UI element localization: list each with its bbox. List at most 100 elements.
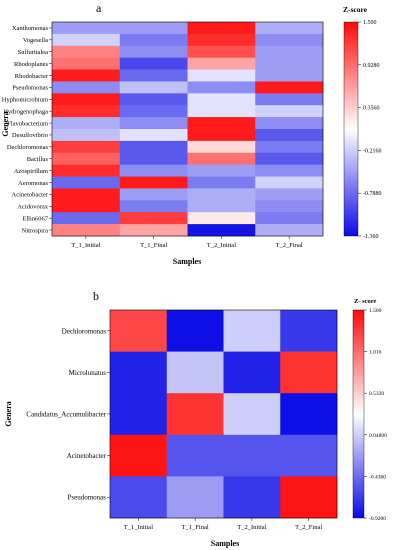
heatmap-cell-microlunatus-t-1-final [166,351,224,394]
row-label-bacillus: Bacillus [27,156,49,163]
colorbar-tick-label: 1.016 [369,350,382,356]
panel-b-colorbar-title: Z- score [354,298,377,305]
heatmap-cell-acidovorax-t-1-initial [52,200,121,213]
column-label-t-2-final: T_2_Final [276,242,303,249]
heatmap-cell-bacillus-t-1-final [119,152,188,165]
heatmap-cell-aeromonas-t-2-final [255,176,324,189]
heatmap-cell-acinetobacter-t-2-final [255,188,324,201]
column-label-t-2-final: T_2_Final [295,524,322,531]
colorbar-tick-label: -0.7880 [363,191,382,197]
heatmap-cell-pseudomonas-t-2-initial [187,81,256,94]
heatmap-cell-desulfovibrio-t-1-initial [52,129,121,142]
row-label-desulfovibrio: Desulfovibrio [12,132,48,139]
heatmap-cell-bacillus-t-2-initial [187,152,256,165]
colorbar-tick-label: 0.5320 [369,391,384,397]
heatmap-cell-dechloromonas-t-2-initial [187,140,256,154]
panel-b-colorbar [352,309,365,519]
panel-a-label: a [96,1,102,15]
heatmap-cell-microlunatus-t-2-initial [223,351,281,394]
heatmap-panel-b: b Dechloromonas Microlunatus Candidatus_Ac… [4,289,387,548]
row-label-xanthomonas: Xanthomonas [12,25,49,32]
heatmap-cell-hyphomicrobium-t-2-initial [187,93,256,106]
heatmap-cell-acinetobacter-t-1-final [166,434,224,477]
heatmap-cell-vogesella-t-2-initial [187,33,256,47]
heatmap-cell-hyphomicrobium-t-1-initial [52,93,121,106]
row-label-rhodobacter: Rhodobacter [15,73,49,80]
heatmap-cell-aeromonas-t-1-initial [52,176,121,189]
row-label-dechloromonas: Dechloromonas [62,327,107,335]
panel-a-frame [51,21,324,237]
heatmap-cell-desulfovibrio-t-1-final [119,129,188,142]
heatmap-cell-sulfuritalea-t-2-final [255,45,324,58]
heatmap-cell-acinetobacter-t-2-initial [223,434,281,477]
panel-b-cells [110,310,338,519]
heatmap-cell-rhodoplanes-t-1-final [119,57,188,70]
column-label-t-1-initial: T_1_Initial [71,242,100,249]
panel-a-colorbar-ticks: 1.500 0.9280 0.3560 -0.2160 -0.7880 -1.360 [358,20,382,240]
heatmap-cell-dechloromonas-t-1-final [119,140,188,154]
panel-a-cells [52,22,324,237]
heatmap-cell-acidovorax-t-2-initial [187,200,256,213]
heatmap-cell-candidatus-accumulibacter-t-1-final [166,393,224,436]
row-label-vogesella: Vogesella [23,37,48,44]
heatmap-cell-nitrospira-t-1-final [119,224,188,237]
row-label-microlunatus: Microlunatus [69,369,107,377]
row-label-nitrospira: Nitrospira [22,227,48,234]
heatmap-cell-candidatus-accumulibacter-t-2-initial [223,393,281,436]
panel-a-ylabel: Genera [1,111,10,136]
heatmap-cell-xanthomonas-t-2-initial [187,22,256,35]
heatmap-cell-pseudomonas-t-1-final [166,476,224,519]
heatmap-cell-aeromonas-t-2-initial [187,176,256,189]
heatmap-cell-desulfovibrio-t-2-final [255,129,324,142]
colorbar-tick-label: -1.360 [363,234,379,240]
heatmap-cell-bacillus-t-2-final [255,152,324,165]
heatmap-cell-desulfovibrio-t-2-initial [187,129,256,142]
heatmap-cell-pseudomonas-t-2-final [255,81,324,94]
row-label-sulfuritalea: Sulfuritalea [18,49,48,56]
heatmap-cell-ellin6067-t-2-initial [187,212,256,225]
panel-a-xlabel: Samples [173,257,201,266]
heatmap-cell-dechloromonas-t-2-final [280,310,338,352]
heatmap-cell-bacillus-t-1-initial [52,152,121,165]
heatmap-cell-dechloromonas-t-1-final [166,310,224,352]
heatmap-cell-hydrogenophaga-t-1-initial [52,105,121,118]
panel-a-column-labels: T_1_Initial T_1_Final T_2_Initial T_2_Final [71,236,303,249]
colorbar-tick-label: 1.500 [363,20,377,26]
row-label-acidovorax: Acidovorax [17,204,48,211]
colorbar-tick-label: -0.2160 [363,148,382,154]
row-label-candidatus-accumulibacter: Candidatus_Accumulibacter [26,410,106,418]
column-label-t-1-final: T_1_Final [140,242,167,249]
heatmap-cell-hyphomicrobium-t-1-final [119,93,188,106]
heatmap-cell-xanthomonas-t-1-initial [52,22,121,35]
panel-b-label: b [93,289,99,303]
panel-a-colorbar-title: Z-score [343,5,368,14]
heatmap-cell-vogesella-t-1-initial [52,33,121,47]
heatmap-cell-rhodobacter-t-1-final [119,69,188,82]
heatmap-cell-dechloromonas-t-2-initial [223,310,281,352]
heatmap-cell-microlunatus-t-1-initial [110,351,168,394]
row-label-hydrogenophaga: Hydrogenophaga [3,108,48,115]
panel-b-row-labels: Dechloromonas Microlunatus Candidatus_Accu… [26,327,110,502]
heatmap-cell-sulfuritalea-t-2-initial [187,45,256,58]
colorbar-tick-label: 0.04800 [369,433,387,439]
heatmap-cell-azospirillum-t-1-final [119,164,188,177]
heatmap-cell-hydrogenophaga-t-2-initial [187,105,256,118]
column-label-t-2-initial: T_2_Initial [207,242,236,249]
heatmap-cell-acinetobacter-t-2-initial [187,188,256,201]
column-label-t-2-initial: T_2_Initial [237,524,266,531]
heatmap-cell-rhodoplanes-t-1-initial [52,57,121,70]
heatmap-cell-pseudomonas-t-2-initial [223,476,281,519]
heatmap-cell-flavobacterium-t-2-final [255,117,324,130]
panel-b-column-labels: T_1_Initial T_1_Final T_2_Initial T_2_Final [124,518,322,531]
heatmap-cell-acinetobacter-t-1-initial [110,434,168,477]
row-label-pseudomonas: Pseudomonas [68,494,107,502]
heatmap-cell-flavobacterium-t-1-final [119,117,188,130]
heatmap-cell-hydrogenophaga-t-2-final [255,105,324,118]
heatmap-cell-dechloromonas-t-1-initial [110,310,168,352]
panel-b-colorbar-ticks: 1.500 1.016 0.5320 0.04800 -0.4360 -0.9200 [364,308,387,522]
colorbar-tick-label: 0.9280 [363,63,380,69]
heatmap-cell-candidatus-accumulibacter-t-2-final [280,393,338,436]
heatmap-cell-hyphomicrobium-t-2-final [255,93,324,106]
heatmap-cell-rhodobacter-t-2-initial [187,69,256,82]
heatmap-panel-a: a Xanthomonas Vogesella Sulfuritalea Rhodop… [1,1,382,266]
